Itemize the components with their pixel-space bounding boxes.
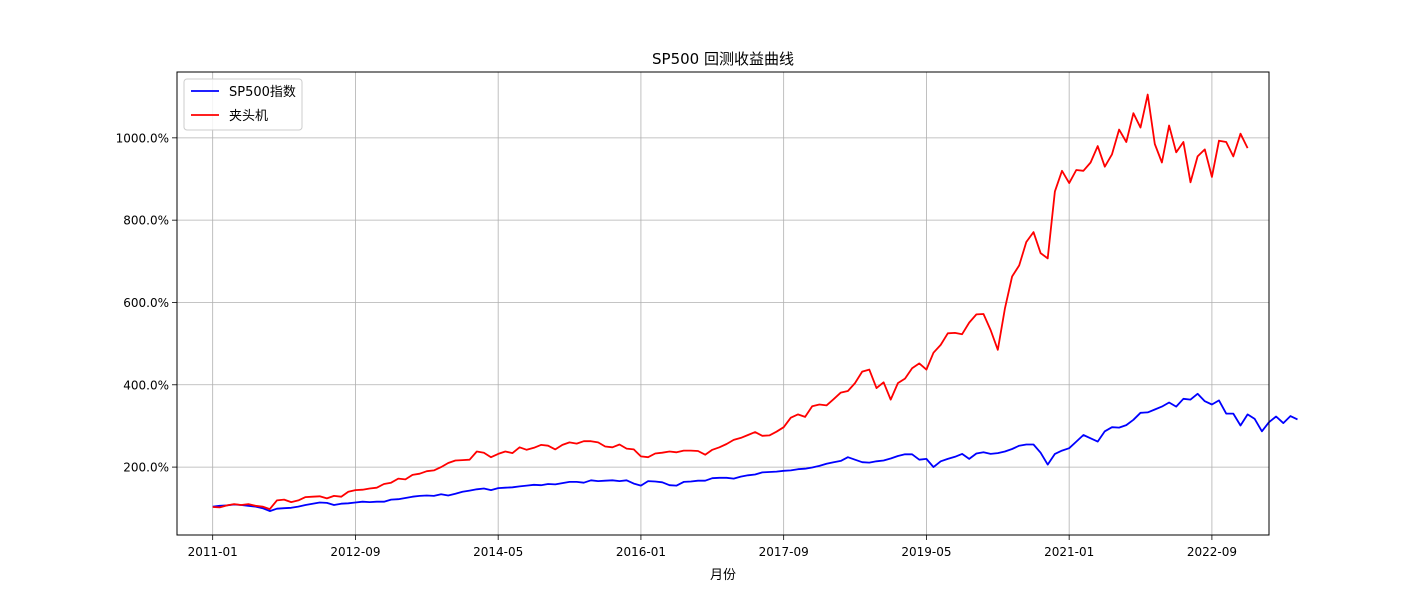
x-tick-label: 2019-05	[901, 545, 951, 559]
legend: SP500指数 夹头机	[183, 78, 303, 131]
y-tick-label: 800.0%	[123, 214, 169, 228]
x-tick-label: 2021-01	[1044, 545, 1094, 559]
x-tick-label: 2022-09	[1187, 545, 1237, 559]
x-tick-label: 2014-05	[473, 545, 523, 559]
y-axis-ticks: 200.0% 400.0% 600.0% 800.0% 1000.0%	[116, 131, 177, 475]
x-tick-label: 2011-01	[188, 545, 238, 559]
x-tick-label: 2017-09	[759, 545, 809, 559]
y-tick-label: 200.0%	[123, 461, 169, 475]
grid-lines	[177, 72, 1269, 535]
y-tick-label: 600.0%	[123, 296, 169, 310]
legend-label-sp500: SP500指数	[229, 85, 296, 100]
sp500-series-line	[212, 392, 1298, 513]
series-lines	[212, 93, 1298, 513]
x-tick-label: 2012-09	[330, 545, 380, 559]
y-tick-label: 1000.0%	[116, 131, 169, 145]
y-tick-label: 400.0%	[123, 378, 169, 392]
chart-title: SP500 回测收益曲线	[652, 50, 794, 68]
x-tick-label: 2016-01	[616, 545, 666, 559]
jiatouji-series-line	[212, 93, 1249, 511]
x-axis-ticks: 2011-01 2012-09 2014-05 2016-01 2017-09 2019-…	[188, 535, 1237, 559]
legend-label-jiatouji: 夹头机	[229, 109, 268, 124]
plot-frame	[176, 71, 1270, 536]
x-axis-label: 月份	[710, 568, 736, 583]
